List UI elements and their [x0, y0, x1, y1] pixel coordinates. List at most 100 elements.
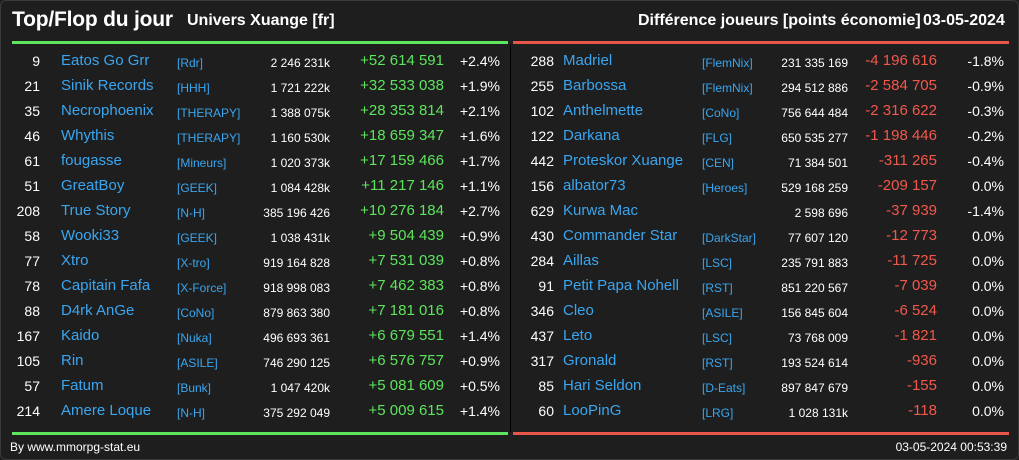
alliance-tag-link[interactable]: [THERAPY] — [177, 131, 241, 145]
points-difference: -37 939 — [886, 202, 937, 219]
alliance-tag-link[interactable]: [GEEK] — [177, 181, 218, 195]
player-points: 1 160 530k — [270, 131, 330, 145]
points-difference: +6 679 551 — [368, 327, 445, 344]
top-player-row: 77 Xtro [X-tro] 919 164 828 +7 531 039 +0.8% — [1, 248, 510, 273]
player-name-link[interactable]: Hari Seldon — [563, 377, 642, 394]
player-rank: 21 — [24, 78, 40, 94]
percent-change: 0.0% — [972, 303, 1004, 319]
alliance-tag-link[interactable]: [Nuka] — [177, 331, 212, 345]
alliance-tag-link[interactable]: [Bunk] — [177, 381, 212, 395]
points-difference: -155 — [906, 377, 937, 394]
alliance-tag-link[interactable]: [CoNo] — [177, 306, 215, 320]
player-rank: 284 — [530, 253, 554, 269]
alliance-tag-link[interactable]: [CoNo] — [702, 106, 740, 120]
player-points: 1 047 420k — [270, 381, 330, 395]
percent-change: -1.4% — [967, 203, 1004, 219]
player-name-link[interactable]: Rin — [61, 352, 84, 369]
alliance-tag-link[interactable]: [LSC] — [702, 331, 733, 345]
player-name-link[interactable]: Commander Star — [563, 227, 678, 244]
alliance-tag-link[interactable]: [GEEK] — [177, 231, 218, 245]
player-rank: 46 — [24, 128, 40, 144]
alliance-tag-link[interactable]: [DarkStar] — [702, 231, 757, 245]
player-name-link[interactable]: Necrophoenix — [61, 102, 154, 119]
alliance-tag-link[interactable]: [ASILE] — [702, 306, 743, 320]
player-name-link[interactable]: albator73 — [563, 177, 626, 194]
alliance-tag-link[interactable]: [HHH] — [177, 81, 210, 95]
player-name-link[interactable]: Sinik Records — [61, 77, 154, 94]
alliance-tag-link[interactable]: [THERAPY] — [177, 106, 241, 120]
alliance-tag-link[interactable]: [FlemNix] — [702, 81, 753, 95]
percent-change: 0.0% — [972, 253, 1004, 269]
player-name-link[interactable]: True Story — [61, 202, 131, 219]
alliance-tag-link[interactable]: [RST] — [702, 281, 733, 295]
player-points: 73 768 009 — [787, 331, 848, 345]
player-name-link[interactable]: Darkana — [563, 127, 620, 144]
player-name-link[interactable]: Aillas — [563, 252, 599, 269]
flop-player-row: 102 Anthelmette [CoNo] 756 644 484 -2 316 62… — [511, 98, 1019, 123]
alliance-tag-link[interactable]: [LSC] — [702, 256, 733, 270]
player-name-link[interactable]: Anthelmette — [563, 102, 644, 119]
points-difference: +7 462 383 — [368, 277, 445, 294]
flop-player-row: 430 Commander Star [DarkStar] 77 607 120 -12… — [511, 223, 1019, 248]
player-name-link[interactable]: Capitain Fafa — [61, 277, 151, 294]
player-rank: 255 — [530, 78, 554, 94]
points-difference: +10 276 184 — [360, 202, 444, 219]
flop-player-row: 122 Darkana [FLG] 650 535 277 -1 198 446 -0.2… — [511, 123, 1019, 148]
player-name-link[interactable]: Amere Loque — [61, 402, 152, 419]
alliance-tag-link[interactable]: [Rdr] — [177, 56, 204, 70]
player-name-link[interactable]: Xtro — [61, 252, 89, 269]
alliance-tag-link[interactable]: [Mineurs] — [177, 156, 227, 170]
points-difference: -311 265 — [878, 152, 937, 169]
player-name-link[interactable]: Whythis — [61, 127, 115, 144]
alliance-tag-link[interactable]: [N-H] — [177, 206, 205, 220]
player-points: 294 512 886 — [781, 81, 848, 95]
player-name-link[interactable]: fougasse — [61, 152, 122, 169]
flop-player-row: 156 albator73 [Heroes] 529 168 259 -209 157 0… — [511, 173, 1019, 198]
points-difference: -1 198 446 — [865, 127, 937, 144]
player-name-link[interactable]: Leto — [563, 327, 593, 344]
date-label: 03-05-2024 — [923, 12, 1005, 29]
player-name-link[interactable]: Kurwa Mac — [563, 202, 639, 219]
alliance-tag-link[interactable]: [FlemNix] — [702, 56, 753, 70]
player-name-link[interactable]: Proteskor Xuange — [563, 152, 684, 169]
alliance-tag-link[interactable]: [CEN] — [702, 156, 735, 170]
alliance-tag-link[interactable]: [X-Force] — [177, 281, 227, 295]
player-name-link[interactable]: Cleo — [563, 302, 594, 319]
player-name-link[interactable]: Kaido — [61, 327, 100, 344]
player-name-link[interactable]: Gronald — [563, 352, 617, 369]
percent-change: 0.0% — [972, 328, 1004, 344]
player-name-link[interactable]: Madriel — [563, 52, 613, 69]
player-rank: 61 — [24, 153, 40, 169]
player-rank: 60 — [538, 403, 554, 419]
player-name-link[interactable]: Wooki33 — [61, 227, 120, 244]
alliance-tag-link[interactable]: [D-Eats] — [702, 381, 746, 395]
player-name-link[interactable]: LooPinG — [563, 402, 622, 419]
alliance-tag-link[interactable]: [X-tro] — [177, 256, 210, 270]
alliance-tag-link[interactable]: [ASILE] — [177, 356, 218, 370]
percent-change: -0.4% — [967, 153, 1004, 169]
alliance-tag-link[interactable]: [Heroes] — [702, 181, 748, 195]
top-player-row: 208 True Story [N-H] 385 196 426 +10 276 184… — [1, 198, 510, 223]
flop-player-row: 346 Cleo [ASILE] 156 845 604 -6 524 0.0% — [511, 298, 1019, 323]
alliance-tag-link[interactable]: [LRG] — [702, 406, 734, 420]
points-difference: +7 181 016 — [368, 302, 445, 319]
alliance-tag-link[interactable]: [RST] — [702, 356, 733, 370]
player-name-link[interactable]: Petit Papa Nohell — [563, 277, 679, 294]
player-points: 851 220 567 — [781, 281, 848, 295]
top-player-row: 58 Wooki33 [GEEK] 1 038 431k +9 504 439 +0.9% — [1, 223, 510, 248]
player-name-link[interactable]: GreatBoy — [61, 177, 125, 194]
player-rank: 51 — [24, 178, 40, 194]
alliance-tag-link[interactable]: [FLG] — [702, 131, 733, 145]
player-name-link[interactable]: Eatos Go Grr — [61, 52, 150, 69]
flop-player-row: 288 Madriel [FlemNix] 231 335 169 -4 196 616… — [511, 48, 1019, 73]
player-name-link[interactable]: Fatum — [61, 377, 104, 394]
player-name-link[interactable]: D4rk AnGe — [61, 302, 135, 319]
player-points: 650 535 277 — [781, 131, 848, 145]
player-rank: 214 — [16, 403, 40, 419]
flop-bottom-bar — [513, 432, 1009, 435]
player-name-link[interactable]: Barbossa — [563, 77, 627, 94]
points-difference: -2 316 622 — [865, 102, 937, 119]
player-rank: 430 — [530, 228, 554, 244]
alliance-tag-link[interactable]: [N-H] — [177, 406, 205, 420]
credit-text: By www.mmorpg-stat.eu — [10, 440, 141, 454]
